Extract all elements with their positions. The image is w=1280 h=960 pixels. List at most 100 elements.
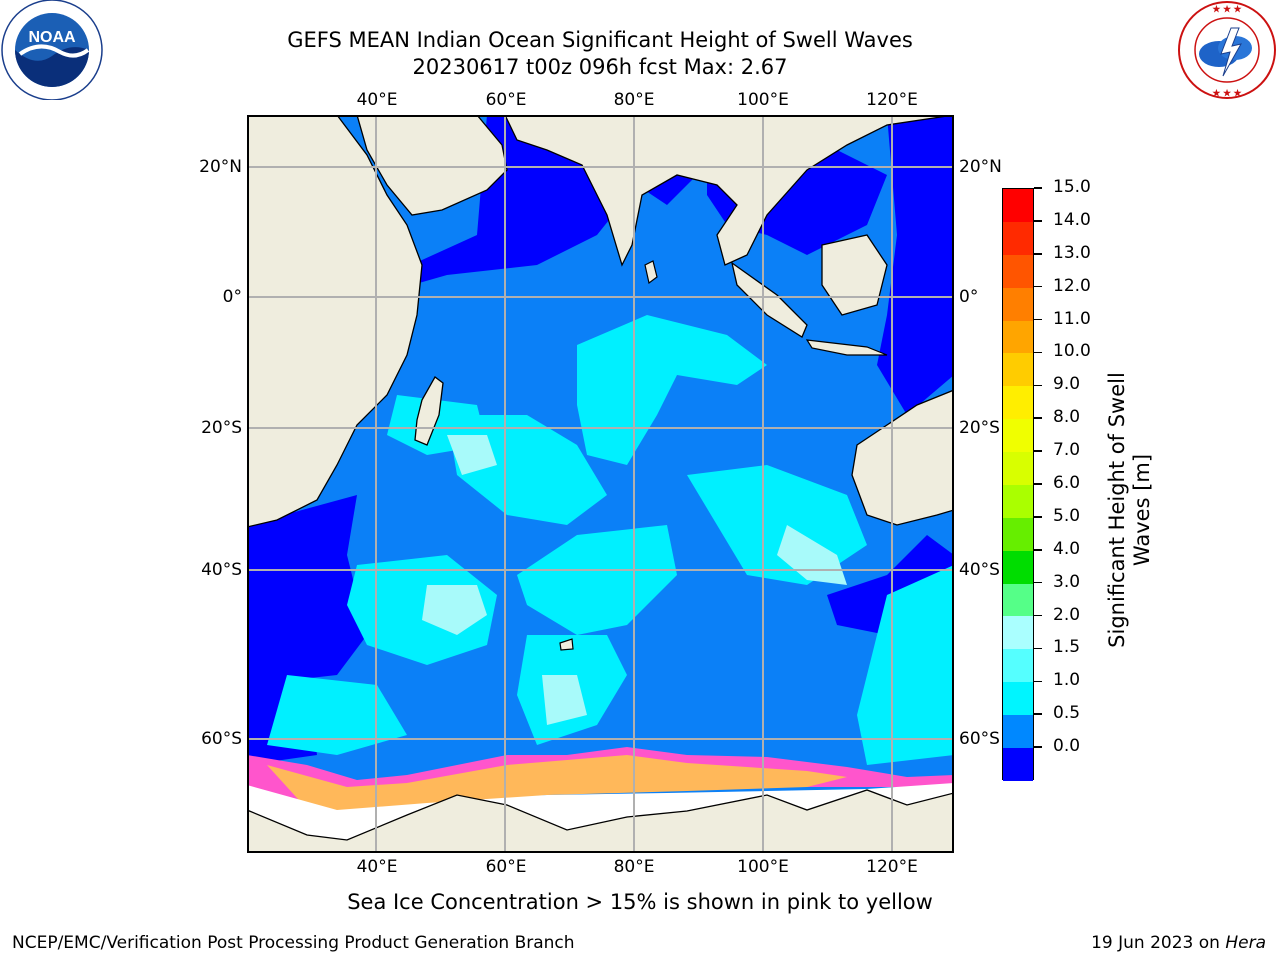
colorbar-segment	[1003, 715, 1033, 748]
colorbar-segment	[1003, 583, 1033, 617]
colorbar-segment	[1003, 550, 1033, 584]
footer-date: 19 Jun 2023 on Hera	[1091, 933, 1266, 953]
colorbar-segment	[1003, 747, 1033, 781]
lat-label-right: 20°S	[959, 418, 1000, 438]
colorbar-tick-label: 9.0	[1053, 374, 1081, 395]
lon-label-bottom: 60°E	[485, 857, 527, 877]
lon-label-top: 100°E	[737, 90, 789, 110]
colorbar-tick-label: 8.0	[1053, 407, 1081, 428]
land-kerguelen	[559, 638, 574, 651]
colorbar-tick-mark	[1034, 713, 1042, 715]
colorbar-segment	[1003, 484, 1033, 518]
lat-label-left: 20°S	[201, 418, 242, 438]
land-india-asia	[504, 115, 954, 267]
plot-subtitle: 20230617 t00z 096h fcst Max: 2.67	[412, 55, 788, 79]
noaa-logo-text: NOAA	[28, 29, 76, 46]
colorbar-tick-label: 3.0	[1053, 571, 1081, 592]
colorbar	[1002, 188, 1034, 781]
colorbar-title: Significant Height of Swell Waves [m]	[1105, 330, 1155, 690]
lat-label-left: 0°	[222, 287, 242, 307]
lon-label-top: 120°E	[866, 90, 918, 110]
colorbar-tick-label: 10.0	[1053, 341, 1091, 362]
colorbar-tick-label: 5.0	[1053, 505, 1081, 526]
colorbar-segment	[1003, 320, 1033, 354]
colorbar-tick-mark	[1034, 318, 1042, 321]
colorbar-tick-mark	[1034, 253, 1042, 255]
colorbar-tick-label: 4.0	[1053, 538, 1081, 559]
lon-label-bottom: 100°E	[737, 857, 789, 877]
colorbar-tick-mark	[1034, 549, 1042, 551]
colorbar-segment	[1003, 386, 1033, 420]
colorbar-tick-label: 15.0	[1053, 177, 1091, 197]
land-sri-lanka	[644, 260, 658, 285]
colorbar-tick-mark	[1034, 450, 1042, 452]
lon-label-top: 80°E	[613, 90, 655, 110]
colorbar-segment	[1003, 452, 1033, 485]
colorbar-tick-mark	[1034, 647, 1042, 650]
map-frame	[247, 115, 954, 853]
colorbar-tick-mark	[1034, 187, 1042, 189]
colorbar-tick-mark	[1034, 417, 1042, 419]
lon-label-bottom: 40°E	[356, 857, 398, 877]
land-sumatra	[730, 261, 808, 338]
lat-label-right: 0°	[959, 287, 979, 307]
colorbar-tick-label: 13.0	[1053, 242, 1091, 263]
colorbar-tick-label: 0.5	[1053, 703, 1081, 724]
colorbar-title-line2: Waves [m]	[1130, 453, 1154, 567]
colorbar-segment	[1003, 517, 1033, 551]
svg-text:★ ★ ★: ★ ★ ★	[1212, 4, 1242, 14]
swell-height-map	[247, 115, 954, 853]
noaa-logo: NOAA	[1, 0, 103, 100]
colorbar-segment	[1003, 616, 1033, 650]
colorbar-tick-mark	[1034, 285, 1042, 288]
colorbar-tick-mark	[1034, 614, 1042, 617]
colorbar-segment	[1003, 649, 1033, 683]
lat-label-right: 40°S	[959, 560, 1000, 580]
sea-ice-caption: Sea Ice Concentration > 15% is shown in …	[347, 890, 933, 914]
land-borneo	[821, 234, 888, 316]
colorbar-tick-label: 6.0	[1053, 473, 1081, 493]
colorbar-tick-mark	[1034, 220, 1042, 222]
colorbar-segment	[1003, 287, 1033, 321]
lon-label-bottom: 80°E	[613, 857, 655, 877]
lat-label-left: 20°N	[199, 157, 242, 177]
colorbar-segment	[1003, 419, 1033, 452]
colorbar-tick-mark	[1034, 516, 1042, 518]
nws-logo: ★ ★ ★ ★ ★ ★	[1178, 1, 1276, 99]
colorbar-segment	[1003, 189, 1033, 222]
colorbar-segment	[1003, 221, 1033, 255]
lat-label-left: 60°S	[201, 729, 242, 749]
colorbar-tick-label: 2.0	[1053, 604, 1081, 625]
svg-text:★ ★ ★: ★ ★ ★	[1212, 88, 1242, 98]
colorbar-tick-mark	[1034, 581, 1042, 584]
colorbar-title-line1: Significant Height of Swell	[1105, 372, 1129, 648]
colorbar-tick-mark	[1034, 384, 1042, 387]
lon-label-top: 40°E	[356, 90, 398, 110]
land-antarctica	[247, 789, 954, 853]
land-africa	[247, 115, 423, 528]
colorbar-segment	[1003, 682, 1033, 715]
lat-label-left: 40°S	[201, 560, 242, 580]
footer-branch: NCEP/EMC/Verification Post Processing Pr…	[12, 933, 575, 953]
colorbar-tick-label: 14.0	[1053, 209, 1091, 230]
colorbar-tick-label: 1.0	[1053, 670, 1081, 691]
lon-label-top: 60°E	[485, 90, 527, 110]
lon-label-bottom: 120°E	[866, 857, 918, 877]
colorbar-tick-label: 0.0	[1053, 736, 1081, 757]
map-gridlines	[247, 115, 954, 853]
land-java	[805, 339, 888, 356]
colorbar-segment	[1003, 254, 1033, 288]
colorbar-tick-mark	[1034, 680, 1042, 683]
colorbar-segment	[1003, 353, 1033, 387]
footer-host: Hera	[1225, 933, 1266, 953]
footer-date-text: 19 Jun 2023 on	[1091, 933, 1226, 953]
lat-label-right: 20°N	[959, 157, 1002, 177]
colorbar-tick-label: 7.0	[1053, 440, 1081, 461]
plot-title: GEFS MEAN Indian Ocean Significant Heigh…	[287, 28, 913, 52]
sea-ice-orange	[267, 755, 847, 815]
land-australia	[851, 389, 954, 526]
colorbar-tick-label: 1.5	[1053, 637, 1081, 658]
colorbar-tick-label: 11.0	[1053, 308, 1091, 329]
colorbar-tick-mark	[1034, 351, 1042, 354]
colorbar-tick-mark	[1034, 746, 1042, 748]
